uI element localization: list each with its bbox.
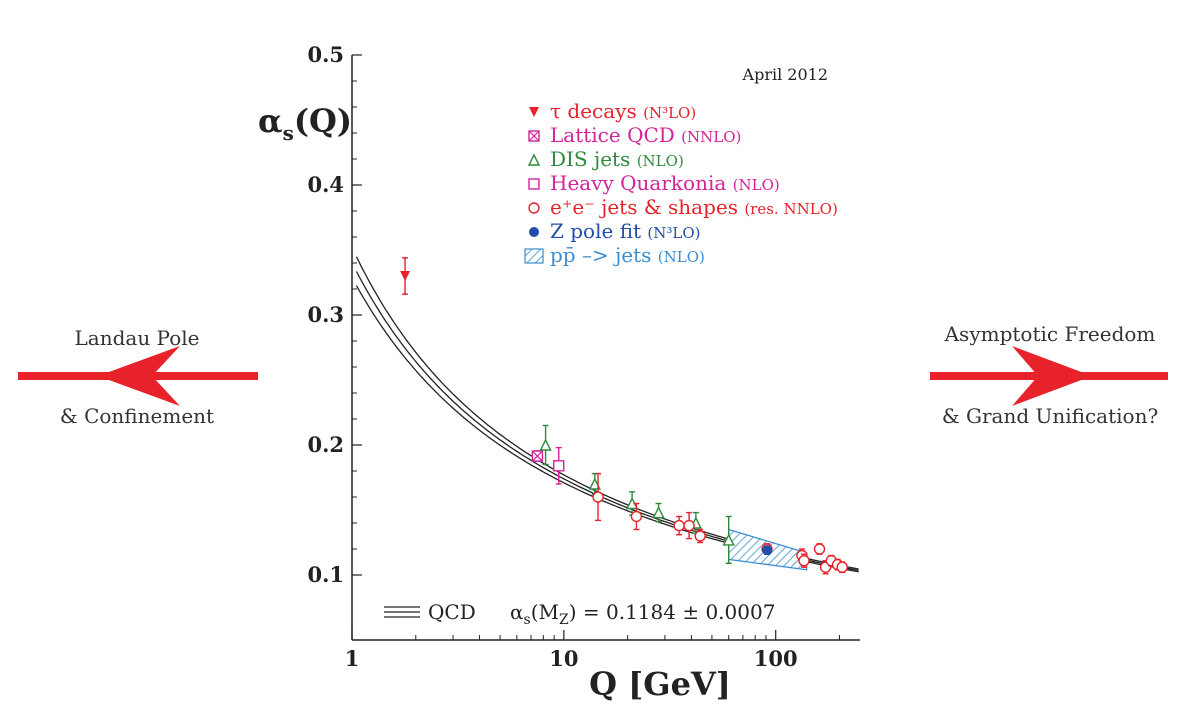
y-tick-label: 0.3 (307, 302, 344, 327)
qcd-curve-line (355, 271, 859, 572)
legend: τ decays (N³LO)Lattice QCD (NNLO)DIS jet… (524, 99, 838, 267)
y-tick-label: 0.2 (307, 432, 344, 457)
point-e-e-jets-shapes (592, 491, 604, 503)
legend-label-order: (NLO) (658, 248, 705, 266)
point-e-e-jets-shapes (694, 530, 706, 542)
legend-marker (528, 202, 540, 214)
x-tick-label: 10 (549, 646, 578, 671)
legend-label-text: Lattice QCD (550, 123, 681, 147)
legend-label-order: (NLO) (733, 176, 780, 194)
y-axis-label-alpha: α (258, 102, 283, 140)
x-tick-label: 1 (345, 646, 360, 671)
qcd-legend: QCD αs(MZ) = 0.1184 ± 0.0007 (384, 600, 775, 628)
point-heavy-quarkonia (553, 460, 565, 472)
qcd-curve-line (355, 256, 859, 570)
legend-label-order: (NLO) (637, 152, 684, 170)
legend-label: Heavy Quarkonia (NLO) (550, 171, 780, 195)
y-tick-label: 0.4 (307, 172, 344, 197)
y-axis-label-tail: (Q) (294, 102, 352, 140)
legend-label-text: Heavy Quarkonia (550, 171, 733, 195)
right-annotation-line2: & Grand Unification? (941, 404, 1159, 428)
legend-marker (529, 227, 539, 237)
point-e-e-jets-shapes (813, 543, 826, 555)
legend-marker (524, 248, 544, 264)
legend-label: Z pole fit (N³LO) (550, 219, 701, 243)
y-tick-label: 0.5 (307, 42, 344, 67)
point-e-e-jets-shapes (836, 561, 848, 573)
legend-marker (529, 107, 539, 117)
y-tick-label: 0.1 (307, 562, 344, 587)
right-annotation-line1: Asymptotic Freedom (944, 322, 1156, 346)
x-axis-label: Q [GeV] (589, 665, 731, 703)
left-annotation-line1: Landau Pole (74, 326, 200, 350)
fit-result: αs(MZ) = 0.1184 ± 0.0007 (510, 600, 775, 628)
legend-marker (527, 153, 541, 166)
qcd-curve-line (355, 285, 859, 573)
legend-label-order: (res. NNLO) (744, 200, 838, 218)
point-dis-jets (588, 477, 601, 490)
right-arrow (930, 346, 1168, 406)
point-dis-jets (652, 506, 665, 519)
legend-label-text: pp̄ –> jets (550, 243, 658, 267)
legend-label: Lattice QCD (NNLO) (550, 123, 741, 147)
point-e-e-jets-shapes (673, 519, 685, 532)
left-annotation-line2: & Confinement (59, 404, 215, 428)
point-e-e-jets-shapes (798, 555, 810, 567)
legend-marker-x2 (528, 130, 540, 142)
point-z-pole-fit (762, 545, 773, 556)
fit-sub2: Z (559, 612, 569, 628)
legend-label: e⁺e⁻ jets & shapes (res. NNLO) (550, 195, 838, 219)
y-axis-label-sub: s (283, 121, 294, 145)
point-dis-jets (722, 533, 735, 546)
y-axis-label: αs(Q) (258, 102, 352, 145)
legend-label: DIS jets (NLO) (550, 147, 684, 171)
legend-label-order: (N³LO) (647, 224, 700, 242)
point-e-e-jets-shapes (630, 510, 643, 523)
legend-marker (528, 178, 540, 190)
left-arrow (18, 346, 258, 406)
point-dis-jets (539, 438, 552, 451)
date-label: April 2012 (742, 65, 828, 84)
legend-label-text: e⁺e⁻ jets & shapes (550, 195, 744, 219)
x-tick-label: 100 (754, 646, 798, 671)
legend-label-order: (N³LO) (643, 104, 696, 122)
legend-label-text: DIS jets (550, 147, 637, 171)
qcd-label: QCD (428, 600, 476, 624)
plot-area: 0.1 0.2 0.3 0.4 0.5 1 10 100 (307, 42, 860, 671)
legend-label-text: Z pole fit (550, 219, 647, 243)
legend-label-order: (NNLO) (681, 128, 741, 146)
point-lattice-qcd-x2 (531, 450, 543, 462)
legend-label: τ decays (N³LO) (550, 99, 696, 123)
legend-label: pp̄ –> jets (NLO) (550, 243, 705, 267)
fit-mid: (M (531, 600, 559, 624)
point-e-e-jets-shapes (683, 519, 695, 532)
legend-label-text: τ decays (550, 99, 643, 123)
point-decays (400, 271, 411, 281)
fit-tail: ) = 0.1184 ± 0.0007 (569, 600, 776, 624)
fit-sub: s (524, 612, 531, 628)
fit-alpha: α (510, 600, 524, 624)
